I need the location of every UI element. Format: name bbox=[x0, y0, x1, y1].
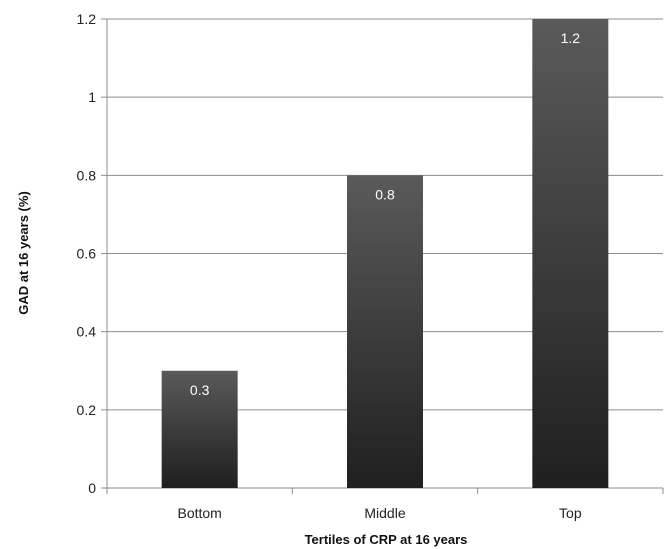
x-tick-label: Middle bbox=[364, 505, 405, 521]
bars bbox=[161, 19, 609, 489]
y-tick-label: 0.2 bbox=[77, 402, 97, 418]
bar-bottom bbox=[161, 370, 238, 488]
x-tick-label: Top bbox=[559, 505, 582, 521]
data-label: 1.2 bbox=[561, 30, 581, 46]
data-label: 0.3 bbox=[190, 382, 210, 398]
y-tick-label: 1 bbox=[88, 89, 96, 105]
data-label: 0.8 bbox=[375, 186, 395, 202]
y-axis-title: GAD at 16 years (%) bbox=[16, 191, 31, 315]
y-tick-label: 0.8 bbox=[77, 167, 97, 183]
bar-top bbox=[532, 19, 609, 488]
bar-middle bbox=[347, 175, 423, 489]
y-tick-label: 0.4 bbox=[77, 324, 97, 340]
x-tick-label: Bottom bbox=[177, 505, 221, 521]
y-tick-label: 0 bbox=[88, 480, 96, 496]
y-tick-label: 1.2 bbox=[77, 11, 97, 27]
y-tick-label: 0.6 bbox=[77, 246, 97, 262]
labels: 0 0.2 0.4 0.6 0.8 1 1.2 0.3 Bottom 0.8 Middle 1.2 To… bbox=[77, 11, 582, 521]
x-axis-title: Tertiles of CRP at 16 years bbox=[305, 532, 468, 547]
